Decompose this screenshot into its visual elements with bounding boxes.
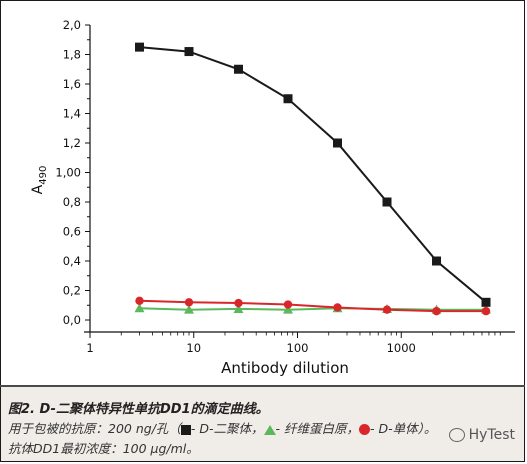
- legend-dmonomer-label: - D-单体）。: [370, 421, 437, 436]
- series-square: [135, 42, 491, 307]
- series-line: [139, 299, 486, 313]
- y-tick-label: 1,8: [63, 48, 81, 62]
- caption-background: [1, 387, 524, 461]
- data-point-circle: [481, 306, 491, 316]
- data-point-circle: [283, 300, 293, 309]
- y-tick-label: 0,0: [63, 313, 81, 327]
- caption-divider: [0, 385, 525, 387]
- chart-axes: [84, 25, 515, 333]
- series-line: [139, 307, 486, 311]
- data-point-triangle: [283, 304, 294, 314]
- data-point-circle: [135, 296, 144, 306]
- figure-caption-title: 图2. D-二聚体特异性单抗DD1的滴定曲线。: [8, 402, 269, 417]
- y-tick-label: 1,2: [63, 136, 81, 150]
- data-point-circle: [234, 298, 243, 308]
- data-point-circle: [382, 305, 392, 314]
- x-tick-label: 10: [186, 341, 201, 355]
- legend-ddimer-label: - D-二聚体，: [190, 421, 264, 436]
- data-point-square: [481, 297, 491, 307]
- series-circle: [135, 296, 491, 316]
- watermark: HyTest: [448, 427, 515, 443]
- y-tick-label: 0,4: [63, 254, 81, 268]
- data-point-square: [283, 94, 293, 104]
- y-axis-ticks: 0,0 0,2 0,4 0,6 0,8 1,00 1,2 1,4 1,6 1,8 2,0: [55, 18, 90, 327]
- data-point-square: [184, 47, 194, 57]
- chart-background: [1, 1, 524, 385]
- data-point-circle: [432, 306, 441, 316]
- data-point-circle: [184, 298, 194, 307]
- y-tick-label: 0,2: [63, 284, 81, 298]
- data-point-triangle: [134, 303, 145, 313]
- data-point-triangle: [184, 304, 195, 314]
- x-axis-label: Antibody dilution: [221, 359, 349, 377]
- data-point-square: [432, 256, 442, 266]
- y-tick-label: 2,0: [63, 18, 81, 32]
- series-line: [139, 46, 487, 304]
- x-tick-label: 1000: [387, 341, 416, 355]
- data-point-square: [333, 138, 343, 148]
- caption-antigen-text: 用于包被的抗原：200 ng/孔（: [8, 421, 181, 436]
- wechat-icon: [448, 428, 465, 442]
- data-point-square: [234, 64, 244, 74]
- watermark-text: HyTest: [468, 427, 515, 443]
- y-tick-label: 0,8: [63, 195, 81, 209]
- chart-series: [134, 42, 492, 316]
- y-tick-label: 1,6: [63, 77, 81, 91]
- figure-caption-line-2: 抗体DD1最初浓度：100 µg/ml。: [8, 441, 199, 456]
- y-tick-label: 1,4: [63, 107, 81, 121]
- data-point-circle: [333, 303, 342, 312]
- triangle-marker-icon: [263, 424, 276, 435]
- data-point-square: [382, 197, 392, 207]
- data-point-square: [135, 42, 145, 52]
- y-axis-label: A490: [30, 166, 49, 195]
- x-tick-label: 100: [287, 341, 309, 355]
- square-marker-icon: [180, 424, 191, 435]
- legend-fibrinogen-label: - 纤维蛋白原，: [275, 421, 360, 436]
- data-point-triangle: [233, 303, 244, 313]
- x-axis-ticks: 1 10 100 1000: [86, 332, 501, 355]
- titration-chart: 0,0 0,2 0,4 0,6 0,8 1,00 1,2 1,4 1,6 1,8 2,0 1 10 10…: [30, 18, 515, 377]
- y-tick-label: 0,6: [63, 225, 81, 239]
- figure-caption-line-1: 用于包被的抗原：200 ng/孔（ - D-二聚体， - 纤维蛋白原， - D-单体）…: [8, 418, 436, 437]
- y-tick-label: 1,00: [55, 166, 81, 180]
- x-tick-label: 1: [86, 341, 93, 355]
- circle-marker-icon: [359, 424, 371, 435]
